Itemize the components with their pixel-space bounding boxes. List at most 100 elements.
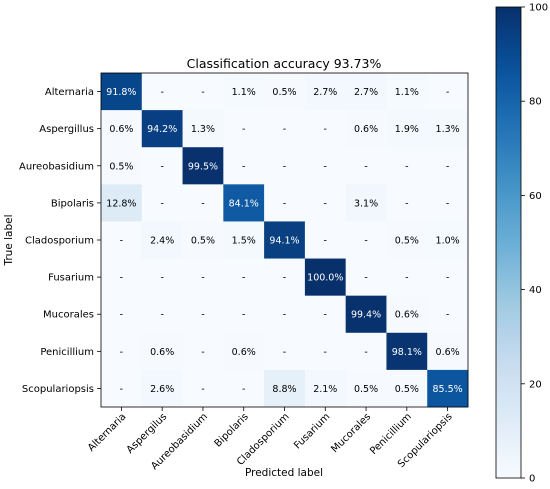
heatmap-cell xyxy=(223,258,265,297)
heatmap-cell xyxy=(345,73,387,111)
heatmap-cell xyxy=(427,332,469,371)
heatmap-cell xyxy=(223,110,265,148)
cell-value-label: - xyxy=(364,236,367,247)
heatmap-cell xyxy=(264,258,306,297)
cell-value-label: 2.7% xyxy=(313,87,337,98)
cell-value-label: - xyxy=(324,310,327,321)
y-axis-label: True label xyxy=(3,214,15,266)
cell-value-label: - xyxy=(120,347,123,358)
cell-value-label: - xyxy=(324,161,327,172)
y-tick-label: Fusarium xyxy=(48,273,94,284)
cell-value-label: - xyxy=(242,273,245,284)
heatmap-cell xyxy=(427,110,469,148)
heatmap-cell xyxy=(386,221,428,259)
colorbar-tick-label: 80 xyxy=(529,97,542,108)
y-tick-label: Cladosporium xyxy=(25,236,94,247)
cell-value-label: 0.6% xyxy=(150,347,174,358)
cell-value-label: - xyxy=(446,310,449,321)
heatmap-cell xyxy=(141,258,183,297)
heatmap-cell xyxy=(182,184,224,222)
colorbar-tick-label: 100 xyxy=(529,3,548,14)
heatmap-cell xyxy=(223,184,265,222)
heatmap-cell xyxy=(386,184,428,222)
cell-value-label: - xyxy=(283,124,286,135)
heatmap-cell xyxy=(304,369,347,408)
heatmap-cell xyxy=(427,258,469,297)
heatmap-cell xyxy=(386,332,428,371)
cell-value-label: 0.6% xyxy=(109,124,133,135)
heatmap-cell xyxy=(101,147,143,185)
heatmap-cell xyxy=(101,369,143,408)
cell-value-label: - xyxy=(364,273,367,284)
x-tick-label: Fusarium xyxy=(292,411,332,451)
cell-value-label: 2.6% xyxy=(150,384,174,395)
cell-value-label: 99.4% xyxy=(351,310,381,321)
heatmap-cell xyxy=(427,369,469,408)
heatmap-cell xyxy=(345,184,387,222)
cell-value-label: 98.1% xyxy=(392,347,422,358)
heatmap-cell xyxy=(427,147,469,185)
y-tick-label: Bipolaris xyxy=(51,198,94,209)
cell-value-label: - xyxy=(120,310,123,321)
heatmap-cell xyxy=(223,73,265,111)
heatmap-cell xyxy=(141,147,183,185)
y-tick-label: Mucorales xyxy=(43,310,94,321)
heatmap-cell xyxy=(386,369,428,408)
heatmap-cell xyxy=(101,184,143,222)
heatmap-cell xyxy=(141,110,183,148)
heatmap-cell xyxy=(386,295,428,334)
cell-value-label: - xyxy=(242,310,245,321)
cell-value-label: - xyxy=(160,310,163,321)
heatmap-cell xyxy=(264,184,306,222)
x-tick-label: Mucorales xyxy=(329,411,373,455)
cell-value-label: - xyxy=(405,198,408,209)
cell-value-label: - xyxy=(405,161,408,172)
heatmap-cell xyxy=(427,295,469,334)
cell-value-label: - xyxy=(446,161,449,172)
heatmap-cell xyxy=(386,73,428,111)
cell-value-label: - xyxy=(201,273,204,284)
chart-title: Classification accuracy 93.73% xyxy=(187,56,382,71)
y-axis: Alternaria Aspergillus Aureobasidium Bipola… xyxy=(19,87,101,395)
cell-value-label: - xyxy=(283,198,286,209)
heatmap-cell xyxy=(345,147,387,185)
cell-value-label: - xyxy=(160,161,163,172)
heatmap-cell xyxy=(182,221,224,259)
cell-value-label: 0.5% xyxy=(191,236,215,247)
cell-value-label: - xyxy=(160,198,163,209)
cell-value-label: - xyxy=(446,87,449,98)
heatmap-cell xyxy=(304,332,347,371)
cell-value-label: - xyxy=(201,198,204,209)
heatmap-cell xyxy=(141,369,183,408)
cell-value-label: - xyxy=(283,347,286,358)
cell-value-label: - xyxy=(324,124,327,135)
heatmap-cell xyxy=(345,369,387,408)
heatmap-cell xyxy=(345,110,387,148)
heatmap-cell xyxy=(264,369,306,408)
heatmap-cell xyxy=(386,147,428,185)
cell-value-label: 0.5% xyxy=(354,384,378,395)
heatmap-cell xyxy=(264,110,306,148)
heatmap-cell xyxy=(101,332,143,371)
heatmap-cell xyxy=(182,369,224,408)
cell-value-label: 0.6% xyxy=(395,310,419,321)
heatmap-cell xyxy=(101,258,143,297)
cell-value-label: - xyxy=(405,273,408,284)
cell-value-label: - xyxy=(160,87,163,98)
heatmap-cell xyxy=(427,73,469,111)
cell-value-label: 1.3% xyxy=(436,124,460,135)
colorbar-tick-label: 60 xyxy=(529,191,542,202)
cell-value-label: - xyxy=(283,273,286,284)
cell-value-label: - xyxy=(160,273,163,284)
cell-value-label: 0.5% xyxy=(272,87,296,98)
cell-value-label: - xyxy=(120,384,123,395)
y-tick-label: Aspergillus xyxy=(39,124,94,135)
heatmap-cell xyxy=(141,221,183,259)
heatmap-cell xyxy=(345,221,387,259)
heatmap-cell xyxy=(345,295,387,334)
heatmap-cell xyxy=(386,258,428,297)
heatmap-cell xyxy=(427,221,469,259)
heatmap-cell xyxy=(304,110,347,148)
